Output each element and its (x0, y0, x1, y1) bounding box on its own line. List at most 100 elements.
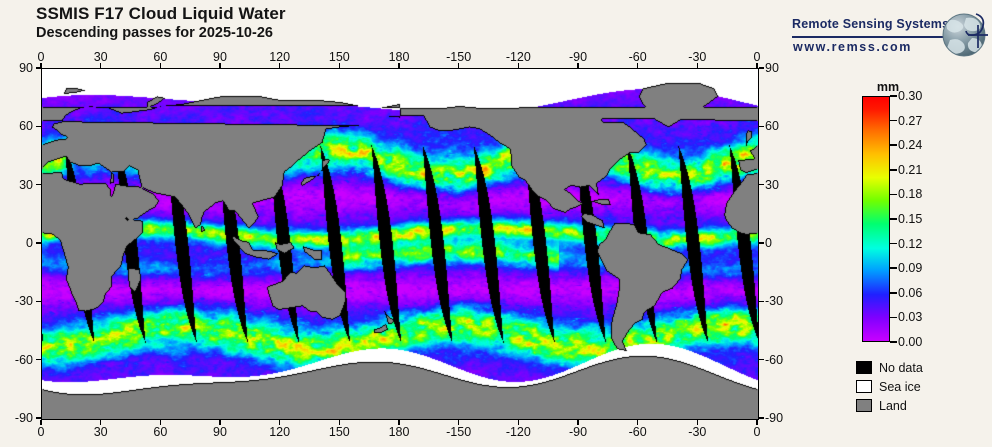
y-axis-tick-left: -60 (14, 352, 33, 367)
x-axis-tick-bottom: -150 (446, 425, 472, 439)
colorbar-tick-label: 0.18 (898, 187, 923, 202)
x-axis-tick-bottom: -30 (688, 425, 707, 439)
x-axis-tick-top: -90 (568, 50, 588, 64)
y-axis-tick-left: 0 (26, 236, 33, 250)
x-tick-mark (636, 419, 639, 425)
x-tick-mark (398, 419, 400, 425)
y-tick-mark (758, 67, 764, 69)
page-title: SSMIS F17 Cloud Liquid Water (36, 4, 286, 23)
x-axis-tick-top: 0 (37, 50, 45, 64)
y-tick-mark (758, 417, 764, 419)
colorbar-tick-mark (890, 267, 897, 269)
y-axis-tick-left: -90 (14, 411, 33, 425)
page-subtitle: Descending passes for 2025-10-26 (36, 25, 273, 41)
logo-org-name: Remote Sensing Systems (792, 17, 950, 31)
x-axis-tick-top: -60 (628, 50, 647, 64)
x-axis-tick-top: -150 (446, 50, 472, 64)
y-axis-tick-right: 60 (765, 119, 779, 134)
x-tick-mark (278, 419, 281, 425)
remss-logo[interactable]: Remote Sensing Systems www.remss.com (792, 8, 988, 64)
colorbar-unit-label: mm (876, 80, 900, 94)
x-tick-mark (338, 419, 341, 425)
x-tick-mark (338, 63, 341, 68)
colorbar-tick-mark (890, 218, 897, 220)
title-block: SSMIS F17 Cloud Liquid Water Descending … (36, 3, 286, 43)
x-tick-mark (40, 63, 42, 68)
x-tick-mark (756, 419, 758, 425)
y-axis-tick-right: -60 (765, 352, 784, 367)
legend-label: Sea ice (879, 379, 921, 394)
y-axis-tick-left: 60 (19, 119, 33, 134)
colorbar-tick-label: 0.30 (898, 89, 923, 103)
x-tick-mark (457, 419, 460, 425)
y-axis-tick-right: 90 (765, 61, 779, 75)
x-tick-mark (278, 63, 281, 68)
colorbar-tick-mark (890, 119, 897, 122)
x-axis-tick-bottom: 0 (753, 425, 761, 439)
logo-divider (792, 36, 944, 38)
y-axis-tick-right: -90 (765, 411, 784, 425)
x-axis-tick-bottom: 30 (93, 425, 108, 439)
x-tick-mark (636, 63, 639, 68)
x-tick-mark (99, 63, 102, 68)
x-axis-tick-bottom: 180 (388, 425, 410, 439)
x-axis-tick-bottom: 120 (269, 425, 291, 439)
y-tick-mark (758, 125, 764, 128)
y-tick-mark (36, 67, 41, 69)
colorbar-tick-label: 0.03 (898, 310, 923, 325)
colorbar-tick-label: 0.06 (898, 285, 923, 300)
x-axis-tick-bottom: 60 (153, 425, 168, 439)
colorbar-tick-mark (890, 292, 897, 294)
colorbar-tick-mark (890, 242, 897, 245)
x-tick-mark (457, 63, 460, 68)
colorbar-tick-mark (890, 316, 897, 319)
legend-item: Sea ice (856, 377, 923, 396)
y-tick-mark (36, 417, 41, 419)
y-axis-tick-left: 30 (19, 177, 33, 192)
map-plot-area[interactable] (41, 68, 759, 420)
legend-label: No data (879, 360, 923, 375)
colorbar-tick-mark (890, 193, 897, 196)
y-tick-mark (758, 183, 764, 186)
map-legend: No data Sea ice Land (856, 358, 923, 415)
x-axis-tick-top: 180 (388, 50, 410, 64)
x-tick-mark (577, 63, 579, 68)
x-axis-tick-top: 30 (93, 50, 108, 64)
colorbar-tick-label: 0.21 (898, 162, 923, 177)
y-axis-tick-right: 30 (765, 177, 779, 192)
x-axis-tick-top: 0 (753, 50, 761, 64)
cloud-liquid-water-map[interactable] (42, 69, 758, 419)
colorbar-tick-label: 0.00 (898, 335, 923, 349)
legend-swatch (856, 361, 872, 374)
colorbar-gradient[interactable] (862, 96, 890, 342)
colorbar-tick-mark (890, 95, 897, 97)
x-axis-tick-bottom: 150 (328, 425, 350, 439)
x-tick-mark (99, 419, 102, 425)
x-tick-mark (577, 419, 579, 425)
globe-icon (942, 13, 988, 57)
colorbar-tick-label: 0.27 (898, 113, 923, 128)
legend-label: Land (879, 398, 907, 413)
x-tick-mark (696, 419, 699, 425)
legend-swatch (856, 399, 872, 412)
legend-swatch (856, 380, 872, 393)
x-axis-tick-top: 120 (269, 50, 291, 64)
y-tick-mark (36, 358, 41, 361)
x-axis-tick-bottom: 90 (213, 425, 227, 439)
x-tick-mark (696, 63, 699, 68)
x-axis-tick-top: 60 (153, 50, 168, 64)
colorbar-tick-label: 0.12 (898, 236, 923, 251)
x-tick-mark (40, 419, 42, 425)
y-tick-mark (758, 300, 764, 303)
x-axis-tick-bottom: -60 (628, 425, 647, 439)
y-tick-mark (36, 125, 41, 128)
x-axis-tick-bottom: -90 (568, 425, 588, 439)
colorbar-tick-mark (890, 144, 897, 146)
y-axis-tick-left: -30 (14, 294, 33, 309)
x-tick-mark (517, 63, 520, 68)
x-tick-mark (517, 419, 520, 425)
x-tick-mark (219, 63, 221, 68)
colorbar-tick-mark (890, 169, 897, 171)
y-tick-mark (36, 300, 41, 303)
logo-website: www.remss.com (793, 40, 912, 54)
